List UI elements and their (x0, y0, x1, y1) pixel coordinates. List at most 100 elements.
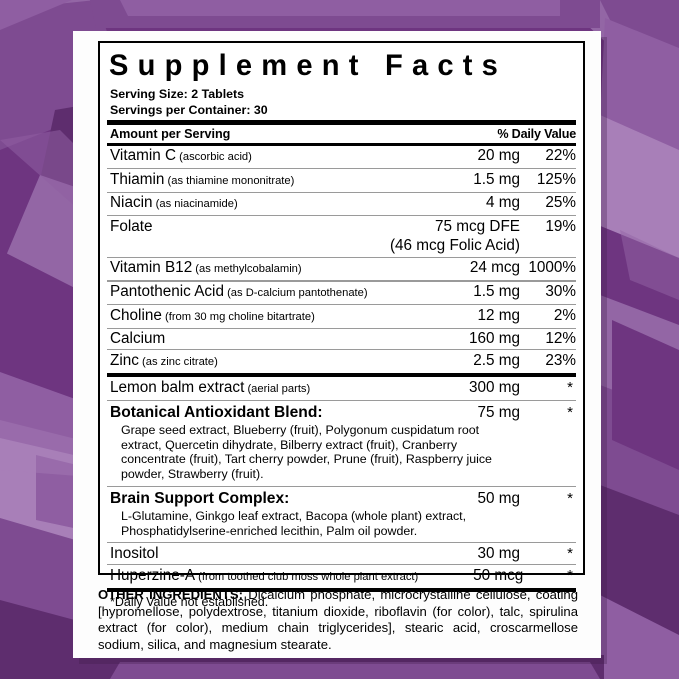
nutrient-row: Lemon balm extract (aerial parts) 300 mg * (107, 377, 576, 400)
daily-value-header: % Daily Value (497, 127, 576, 142)
nutrient-amount: 2.5 mg (473, 351, 520, 369)
nutrient-rows-primary: Vitamin C (ascorbic acid) 20 mg 22% Thiamin… (107, 146, 576, 373)
nutrient-row: Zinc (as zinc citrate) 2.5 mg 23% (107, 350, 576, 373)
nutrient-source: (as thiamine mononitrate) (164, 174, 295, 187)
nutrient-name: Thiamin (as thiamine mononitrate) (110, 170, 295, 188)
other-ingredients-text: Dicalcium phosphate, microcrystalline ce… (98, 587, 578, 652)
blend-heading-row: Brain Support Complex: 50 mg * (107, 487, 576, 508)
nutrient-name: Inositol (110, 544, 159, 562)
nutrient-daily-value: * (567, 566, 573, 584)
nutrient-row: Inositol 30 mg * (107, 543, 576, 564)
nutrient-row: Pantothenic Acid (as D-calcium pantothen… (107, 282, 576, 305)
nutrient-amount: 12 mg (477, 306, 520, 324)
blend-name: Botanical Antioxidant Blend: (110, 404, 323, 422)
nutrient-name: Pantothenic Acid (as D-calcium pantothen… (110, 283, 368, 301)
nutrient-source: (aerial parts) (244, 382, 311, 395)
divider-thin (107, 327, 576, 329)
divider-thin (107, 485, 576, 487)
panel-title: Supplement Facts (109, 49, 508, 82)
blend-daily-value: * (567, 489, 573, 507)
panel-footnote: *Daily Value not established. (110, 595, 269, 610)
nutrient-name: Folate (110, 217, 153, 235)
nutrient-daily-value: 12% (545, 330, 576, 348)
nutrient-name: Lemon balm extract (aerial parts) (110, 378, 311, 396)
divider-thick-top (107, 120, 576, 126)
nutrient-amount: 300 mg (468, 378, 520, 396)
nutrient-amount: 24 mcg (469, 259, 520, 277)
serving-size: Serving Size: 2 Tablets (110, 87, 245, 101)
nutrient-amount-continuation: (46 mcg Folic Acid) (389, 236, 520, 254)
divider-thin (107, 191, 576, 193)
other-ingredients-label: OTHER INGREDIENTS: (98, 587, 243, 602)
nutrient-row: Folate 75 mcg DFE 19% (107, 216, 576, 237)
nutrient-daily-value: 23% (545, 351, 576, 369)
nutrient-source: (from 30 mg choline bitartrate) (161, 310, 315, 323)
nutrient-row: Thiamin (as thiamine mononitrate) 1.5 mg 1… (107, 169, 576, 192)
amount-per-serving-header: Amount per Serving (110, 127, 231, 142)
nutrient-daily-value: 125% (536, 170, 576, 188)
nutrient-amount: 4 mg (485, 194, 520, 212)
nutrient-amount: 75 mcg DFE (434, 217, 520, 235)
divider-thin (107, 399, 576, 402)
divider-thin (107, 349, 576, 351)
nutrient-daily-value: 22% (545, 147, 576, 165)
nutrient-daily-value: 30% (545, 283, 576, 301)
nutrient-name: Niacin (as niacinamide) (110, 194, 238, 212)
other-ingredients-block: OTHER INGREDIENTS: Dicalcium phosphate, … (98, 587, 578, 653)
supplement-facts-panel: Supplement Facts Serving Size: 2 Tablets… (98, 41, 585, 609)
divider-black-mid (107, 372, 576, 378)
servings-per-container: Servings per Container: 30 (110, 102, 268, 117)
nutrient-row-continuation: (46 mcg Folic Acid) (107, 237, 576, 257)
divider-thin (107, 168, 576, 170)
nutrient-source: (from toothed club moss whole plant extr… (195, 570, 419, 583)
nutrient-amount: 160 mg (468, 330, 520, 348)
divider-thin (107, 256, 576, 258)
nutrient-amount: 30 mg (477, 544, 520, 562)
nutrient-daily-value: 19% (545, 217, 576, 235)
divider-black-bottom (107, 587, 576, 593)
nutrient-source: (as niacinamide) (152, 198, 238, 211)
nutrient-amount: 1.5 mg (473, 170, 520, 188)
nutrient-amount: 20 mg (477, 147, 520, 165)
nutrient-row: Vitamin B12 (as methylcobalamin) 24 mcg 10… (107, 258, 576, 281)
divider-thin (107, 280, 576, 282)
nutrient-name: Calcium (110, 330, 166, 348)
nutrient-name: Vitamin C (ascorbic acid) (110, 147, 252, 165)
nutrient-name: Huperzine-A (from toothed club moss whol… (110, 566, 419, 584)
nutrient-source: (ascorbic acid) (176, 151, 252, 164)
nutrient-source: (as zinc citrate) (138, 355, 218, 368)
blend-amount: 50 mg (477, 489, 520, 507)
blend-ingredients: Grape seed extract, Blueberry (fruit), P… (121, 423, 492, 482)
nutrient-row: Vitamin C (ascorbic acid) 20 mg 22% (107, 146, 576, 169)
divider-thin (107, 215, 576, 217)
nutrient-rows-secondary: Lemon balm extract (aerial parts) 300 mg *… (107, 377, 576, 587)
blend-amount: 75 mg (477, 404, 520, 422)
nutrient-amount: 1.5 mg (473, 283, 520, 301)
nutrient-daily-value: * (567, 544, 573, 562)
nutrient-amount: 50 mcg (473, 566, 524, 584)
blend-ingredients: L-Glutamine, Ginkgo leaf extract, Bacopa… (121, 508, 467, 538)
nutrient-row: Niacin (as niacinamide) 4 mg 25% (107, 193, 576, 216)
nutrient-daily-value: 25% (545, 194, 576, 212)
column-headers: Amount per Serving % Daily Value (107, 125, 576, 143)
blend-heading-row: Botanical Antioxidant Blend: 75 mg * (107, 401, 576, 422)
divider-thin (107, 563, 576, 566)
blend-daily-value: * (567, 404, 573, 422)
nutrient-daily-value: 1000% (528, 259, 576, 277)
nutrient-row: Huperzine-A (from toothed club moss whol… (107, 565, 576, 588)
nutrient-daily-value: * (567, 378, 573, 396)
blend-name: Brain Support Complex: (110, 489, 290, 507)
label-card: Supplement Facts Serving Size: 2 Tablets… (73, 31, 601, 658)
nutrient-source: (as methylcobalamin) (192, 263, 302, 276)
nutrient-name: Vitamin B12 (as methylcobalamin) (110, 259, 302, 277)
divider-thin (107, 304, 576, 306)
nutrient-name: Choline (from 30 mg choline bitartrate) (110, 306, 315, 324)
nutrient-name: Zinc (as zinc citrate) (110, 351, 218, 369)
nutrient-source: (as D-calcium pantothenate) (223, 287, 368, 300)
nutrient-row: Calcium 160 mg 12% (107, 329, 576, 350)
nutrient-row: Choline (from 30 mg choline bitartrate) 1… (107, 305, 576, 328)
divider-under-headers (107, 143, 576, 146)
divider-thin (107, 542, 576, 544)
nutrient-daily-value: 2% (553, 306, 576, 324)
